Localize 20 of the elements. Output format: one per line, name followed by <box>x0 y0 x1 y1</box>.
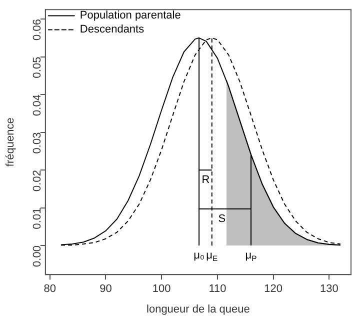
legend-label: Descendants <box>80 24 145 36</box>
y-tick-label: 0.03 <box>31 132 44 154</box>
x-axis-title: longueur de la queue <box>146 303 250 316</box>
x-tick-label: 110 <box>208 283 226 296</box>
annotation: S <box>218 212 226 225</box>
y-tick-label: 0.02 <box>31 170 44 192</box>
y-tick-label: 0.00 <box>31 246 44 267</box>
annotation: μ₀ <box>194 250 204 262</box>
y-tick-label: 0.06 <box>31 19 44 40</box>
x-tick-label: 100 <box>152 283 171 296</box>
y-tick-label: 0.01 <box>31 208 44 230</box>
x-tick-label: 80 <box>44 283 56 296</box>
y-axis-title: fréquence <box>4 118 17 167</box>
x-tick-label: 130 <box>320 283 338 296</box>
annotation: R <box>202 174 210 186</box>
y-tick-label: 0.05 <box>31 56 44 78</box>
y-tick-label: 0.04 <box>31 94 44 116</box>
x-tick-label: 90 <box>100 283 112 296</box>
x-tick-label: 120 <box>264 283 283 296</box>
legend-label: Population parentale <box>80 10 181 22</box>
